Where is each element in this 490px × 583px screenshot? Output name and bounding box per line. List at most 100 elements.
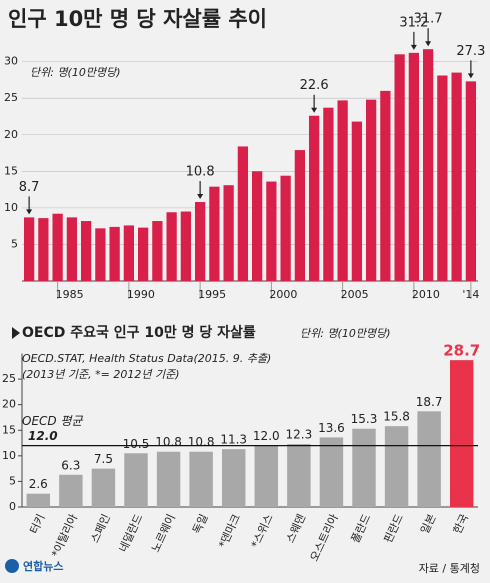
bar bbox=[23, 217, 35, 281]
y-tick-label: 25 bbox=[2, 372, 16, 385]
x-tick-label: 1990 bbox=[127, 288, 155, 301]
y-tick-label: 0 bbox=[9, 500, 16, 513]
logo: 연합뉴스 bbox=[23, 559, 63, 573]
bar bbox=[266, 181, 277, 281]
x-tick-label: 2005 bbox=[341, 288, 369, 301]
bar bbox=[209, 186, 220, 281]
value-label: 7.5 bbox=[94, 452, 113, 466]
bottom-title: OECD 주요국 인구 10만 명 당 자살률 bbox=[22, 324, 256, 341]
y-tick-label: 15 bbox=[2, 423, 16, 436]
bar bbox=[323, 107, 334, 281]
bar bbox=[408, 52, 420, 281]
bar bbox=[156, 451, 181, 507]
arrow-head bbox=[467, 73, 474, 79]
bullet bbox=[12, 327, 20, 339]
bar bbox=[180, 211, 192, 281]
reference-label: OECD 평균 bbox=[22, 414, 84, 428]
bar bbox=[91, 468, 116, 507]
bar bbox=[465, 81, 477, 282]
note: OECD.STAT, Health Status Data(2015. 9. 추… bbox=[22, 352, 271, 365]
bar bbox=[287, 444, 311, 507]
bar bbox=[124, 453, 148, 507]
bar bbox=[451, 72, 462, 281]
bar bbox=[294, 150, 306, 281]
bar bbox=[194, 202, 206, 281]
source: 자료 / 통계청 bbox=[419, 562, 480, 575]
value-label: 8.7 bbox=[19, 180, 40, 195]
bar bbox=[422, 49, 434, 281]
value-label: 10.8 bbox=[188, 435, 215, 449]
y-tick-label: 10 bbox=[4, 201, 18, 214]
note: (2013년 기준, *= 2012년 기준) bbox=[22, 368, 180, 381]
bar bbox=[308, 115, 320, 281]
bar bbox=[223, 185, 234, 281]
value-label: 10.5 bbox=[123, 437, 150, 451]
value-label: 12.0 bbox=[253, 429, 280, 443]
x-tick-label: 2000 bbox=[269, 288, 297, 301]
bar bbox=[95, 228, 106, 281]
bar bbox=[38, 218, 49, 281]
arrow-head bbox=[311, 107, 318, 113]
logo-icon bbox=[5, 559, 19, 573]
y-tick-label: 5 bbox=[9, 474, 16, 487]
bar bbox=[189, 451, 213, 507]
bar bbox=[319, 437, 344, 507]
bar bbox=[137, 227, 149, 281]
bar bbox=[152, 221, 163, 281]
value-label: 27.3 bbox=[456, 44, 485, 59]
value-label: 22.6 bbox=[300, 78, 329, 93]
x-tick-label: 1995 bbox=[198, 288, 226, 301]
bar bbox=[66, 217, 78, 281]
value-label: 18.7 bbox=[416, 395, 443, 409]
bar bbox=[394, 54, 405, 281]
bar bbox=[52, 213, 63, 281]
bar bbox=[437, 75, 448, 281]
value-label: 11.3 bbox=[220, 433, 247, 447]
bar bbox=[365, 99, 377, 282]
bar bbox=[417, 411, 441, 507]
y-tick-label: 10 bbox=[2, 449, 16, 462]
y-tick-label: 20 bbox=[2, 398, 16, 411]
y-tick-label: 30 bbox=[4, 55, 18, 68]
x-tick-label: 2010 bbox=[412, 288, 440, 301]
value-label: 13.6 bbox=[318, 421, 345, 435]
y-tick-label: 25 bbox=[4, 91, 18, 104]
bar bbox=[352, 428, 376, 507]
y-tick-label: 15 bbox=[4, 164, 18, 177]
value-label: 15.8 bbox=[383, 410, 410, 424]
bar bbox=[221, 449, 246, 507]
value-label: 12.3 bbox=[285, 428, 312, 442]
value-label: 31.7 bbox=[414, 12, 443, 27]
value-label: 6.3 bbox=[61, 458, 80, 472]
value-label: 31.2 bbox=[399, 15, 428, 30]
y-tick-label: 5 bbox=[11, 237, 18, 250]
top-title: 인구 10만 명 당 자살률 추이 bbox=[8, 7, 267, 31]
bar bbox=[254, 445, 279, 507]
bar bbox=[280, 175, 291, 281]
bar bbox=[237, 146, 249, 281]
arrow-head bbox=[197, 194, 204, 200]
value-label: 10.8 bbox=[186, 165, 215, 180]
bar bbox=[351, 121, 363, 282]
bar bbox=[380, 90, 391, 281]
bar bbox=[109, 226, 120, 281]
value-label: 10.8 bbox=[155, 435, 182, 449]
bar bbox=[166, 212, 177, 281]
bar bbox=[123, 225, 135, 281]
bar bbox=[80, 221, 92, 281]
y-tick-label: 20 bbox=[4, 128, 18, 141]
bar bbox=[26, 493, 51, 507]
bar bbox=[337, 100, 348, 281]
bar bbox=[384, 426, 409, 507]
value-label: 15.3 bbox=[351, 412, 378, 426]
arrow-head bbox=[26, 209, 33, 215]
arrow-head bbox=[410, 44, 417, 50]
bar bbox=[251, 171, 263, 281]
x-tick-label: 1985 bbox=[56, 288, 84, 301]
reference-value: 12.0 bbox=[28, 429, 58, 443]
bar bbox=[449, 360, 474, 507]
value-label: 28.7 bbox=[443, 342, 480, 360]
arrow-head bbox=[425, 41, 432, 47]
x-tick-label: '14 bbox=[462, 288, 479, 301]
